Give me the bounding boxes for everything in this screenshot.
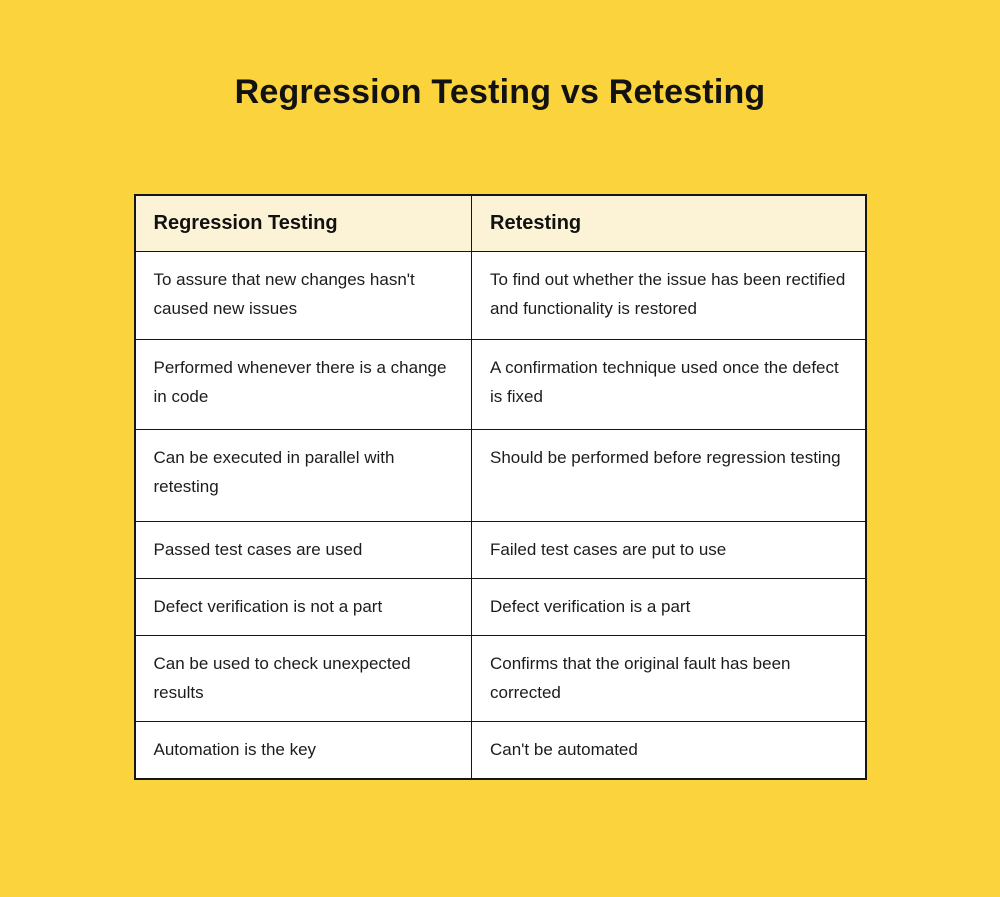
page-title: Regression Testing vs Retesting (234, 73, 766, 111)
cell-retesting: Should be performed before regression te… (471, 429, 866, 522)
cell-retesting: Can't be automated (471, 721, 866, 780)
comparison-table: Regression Testing Retesting To assure t… (133, 194, 867, 780)
table-header-row: Regression Testing Retesting (134, 194, 866, 252)
table-row: Can be executed in parallel with retesti… (134, 429, 866, 522)
comparison-table-container: Regression Testing Retesting To assure t… (133, 194, 867, 780)
cell-retesting: Failed test cases are put to use (471, 521, 866, 579)
table-row: Can be used to check unexpected results … (134, 635, 866, 722)
table-row: Automation is the key Can't be automated (134, 721, 866, 780)
column-header-retesting: Retesting (471, 194, 866, 252)
cell-regression: Automation is the key (134, 721, 472, 780)
cell-retesting: To find out whether the issue has been r… (471, 251, 866, 340)
cell-regression: Performed whenever there is a change in … (134, 339, 472, 430)
column-header-regression-testing: Regression Testing (134, 194, 472, 252)
cell-regression: Can be executed in parallel with retesti… (134, 429, 472, 522)
cell-retesting: Confirms that the original fault has bee… (471, 635, 866, 722)
table-row: Performed whenever there is a change in … (134, 339, 866, 430)
cell-retesting: Defect verification is a part (471, 578, 866, 636)
cell-regression: Can be used to check unexpected results (134, 635, 472, 722)
table-row: To assure that new changes hasn't caused… (134, 251, 866, 340)
table-row: Defect verification is not a part Defect… (134, 578, 866, 636)
cell-regression: Passed test cases are used (134, 521, 472, 579)
cell-regression: Defect verification is not a part (134, 578, 472, 636)
cell-retesting: A confirmation technique used once the d… (471, 339, 866, 430)
table-row: Passed test cases are used Failed test c… (134, 521, 866, 579)
cell-regression: To assure that new changes hasn't caused… (134, 251, 472, 340)
